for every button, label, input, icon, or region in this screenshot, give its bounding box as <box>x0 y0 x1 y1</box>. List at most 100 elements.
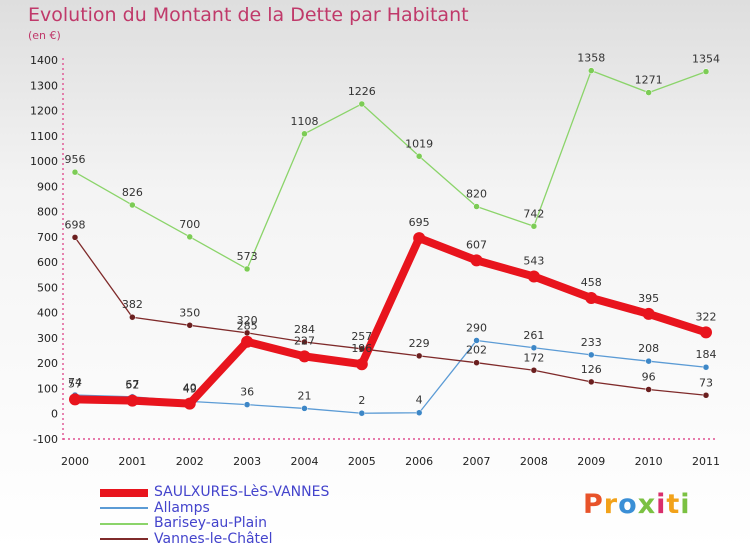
legend-label: SAULXURES-LèS-VANNES <box>154 484 330 501</box>
chart-axes: -100 0 100 200 300 400 500 600 700 800 900 1000 1100… <box>30 54 720 468</box>
x-tick-label: 2010 <box>635 455 663 468</box>
series-line <box>74 69 707 270</box>
y-tick-label: 700 <box>37 231 58 244</box>
data-label: 4 <box>416 394 423 407</box>
logo-letter: o <box>618 489 638 520</box>
data-point <box>470 254 483 267</box>
y-tick-label: 400 <box>37 307 58 320</box>
data-label: 233 <box>581 336 602 349</box>
legend-item: Barisey-au-Plain <box>100 516 329 532</box>
x-tick-label: 2009 <box>577 455 605 468</box>
data-label: 2 <box>358 394 365 407</box>
data-point <box>241 335 254 348</box>
data-point <box>69 393 81 406</box>
x-tick-label: 2001 <box>118 455 146 468</box>
x-tick-label: 2011 <box>692 455 720 468</box>
data-label: 1019 <box>405 137 433 150</box>
data-label: 607 <box>466 238 487 251</box>
data-point <box>298 350 311 363</box>
data-label: 322 <box>696 310 717 323</box>
x-tick-label: 2000 <box>61 455 89 468</box>
y-tick-label: 1200 <box>30 105 58 118</box>
data-label: 1271 <box>635 74 663 87</box>
y-tick-label: 1400 <box>30 54 58 67</box>
x-tick-label: 2004 <box>290 455 318 468</box>
chart-title: Evolution du Montant de la Dette par Hab… <box>28 4 469 26</box>
data-point <box>129 201 136 209</box>
data-label: 208 <box>638 342 659 355</box>
data-point <box>588 67 595 74</box>
data-label: 826 <box>122 186 143 199</box>
data-label: 57 <box>68 377 82 390</box>
data-label: 290 <box>466 321 487 334</box>
data-point <box>473 337 480 344</box>
data-point <box>527 270 540 283</box>
legend-swatch <box>100 507 148 510</box>
data-label: 21 <box>297 389 311 402</box>
data-label: 52 <box>125 379 139 392</box>
data-labels: 74 67 49 36 21 2 4 290 261 233 208 184 956 826 700 573 1… <box>65 52 721 408</box>
data-point <box>585 292 598 305</box>
data-label: 196 <box>351 342 372 355</box>
data-label: 229 <box>409 337 430 350</box>
data-label: 1226 <box>348 85 376 98</box>
logo-letter: r <box>603 489 619 520</box>
data-label: 285 <box>237 320 258 333</box>
data-point <box>301 338 308 346</box>
y-tick-label: 900 <box>37 180 58 193</box>
data-label: 742 <box>523 207 544 220</box>
data-label: 956 <box>65 153 86 166</box>
data-point <box>530 344 538 352</box>
legend-swatch <box>100 538 148 541</box>
data-label: 227 <box>294 334 315 347</box>
y-tick-label: 800 <box>37 206 58 219</box>
x-tick-label: 2008 <box>520 455 548 468</box>
data-point <box>358 409 366 417</box>
logo-letter: i <box>656 489 667 520</box>
data-point <box>702 68 710 75</box>
data-label: 202 <box>466 344 487 357</box>
data-point <box>243 401 251 408</box>
data-point <box>413 232 426 245</box>
data-point <box>301 405 308 412</box>
legend-swatch <box>100 522 148 525</box>
data-point <box>243 265 251 273</box>
data-point <box>530 367 538 374</box>
data-label: 36 <box>240 386 254 399</box>
data-label: 543 <box>523 255 544 268</box>
legend-item: Vannes-le-Châtel <box>100 531 329 548</box>
data-point <box>473 359 480 366</box>
data-label: 700 <box>179 218 200 231</box>
data-point <box>645 357 652 365</box>
logo-letter: x <box>637 489 657 520</box>
data-label: 49 <box>183 382 197 395</box>
data-point <box>355 358 368 371</box>
data-point <box>358 100 366 108</box>
x-tick-label: 2003 <box>233 455 261 468</box>
chart-subtitle: (en €) <box>28 29 61 42</box>
data-label: 573 <box>237 250 258 263</box>
series-line <box>74 236 707 396</box>
data-point <box>183 397 196 410</box>
logo-letter: t <box>666 489 681 520</box>
y-tick-label: 500 <box>37 281 58 294</box>
x-tick-label: 2007 <box>463 455 491 468</box>
y-tick-label: 600 <box>37 256 58 269</box>
legend-swatch <box>100 488 148 497</box>
data-point <box>588 351 595 359</box>
data-label: 172 <box>523 351 544 364</box>
data-label: 320 <box>237 314 258 327</box>
legend-label: Allamps <box>154 499 210 516</box>
data-label: 695 <box>409 216 430 229</box>
data-label: 1358 <box>577 52 605 65</box>
series-lines <box>69 67 712 417</box>
data-point <box>126 394 139 407</box>
series-line <box>71 234 710 408</box>
data-label: 74 <box>68 376 82 389</box>
data-point <box>71 168 79 176</box>
data-label: 96 <box>642 370 656 383</box>
data-label: 350 <box>179 306 200 319</box>
data-label: 67 <box>125 378 139 391</box>
data-label: 73 <box>699 376 713 389</box>
data-point <box>129 313 136 321</box>
